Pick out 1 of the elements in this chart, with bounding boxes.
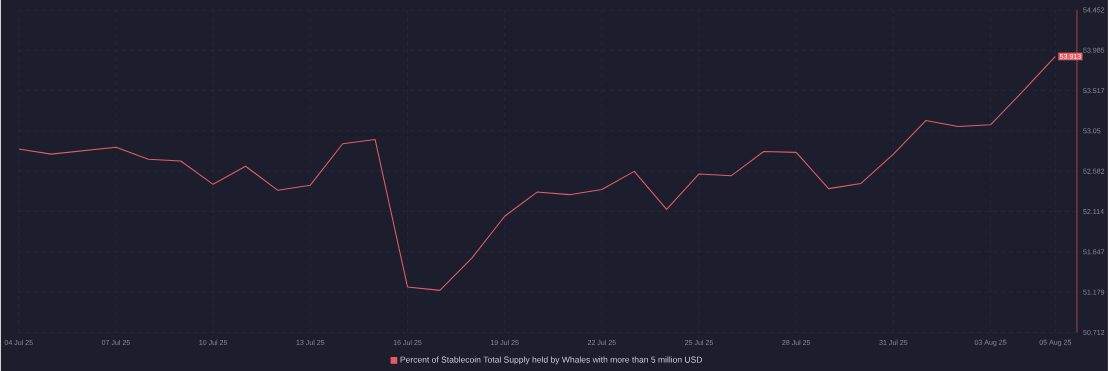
legend-label: Percent of Stablecoin Total Supply held by Whales with more than 5 million USD bbox=[400, 356, 703, 365]
